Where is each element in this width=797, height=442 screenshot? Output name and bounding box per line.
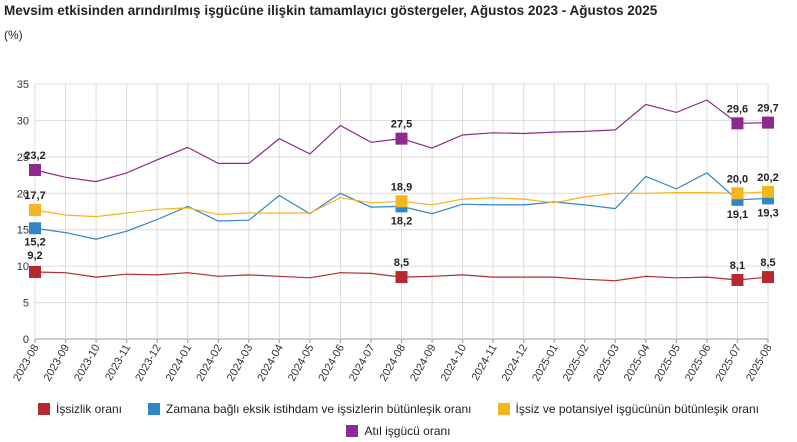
y-tick-label: 25 [17,152,29,164]
x-tick-label: 2025-05 [652,343,683,384]
y-tick-label: 0 [23,334,29,346]
data-marker [395,132,408,145]
data-marker [762,185,774,198]
data-marker [29,204,41,217]
data-label: 29,7 [757,103,778,115]
x-tick-label: 2024-04 [255,343,286,384]
legend-swatch [38,403,50,415]
legend-label: Atıl işgücü oranı [364,424,451,438]
data-label: 18,9 [391,181,412,193]
x-tick-label: 2024-06 [316,343,347,384]
x-tick-label: 2025-07 [713,343,744,384]
y-tick-label: 35 [17,79,29,91]
legend-label: İşsizlik oranı [56,402,123,416]
legend-item[interactable]: İşsizlik oranı [38,402,122,416]
legend-item[interactable]: İşsiz ve potansiyel işgücünün bütünleşik… [497,402,759,416]
data-marker [731,117,744,130]
x-tick-label: 2024-11 [470,343,500,383]
legend-swatch [497,403,510,415]
legend-item[interactable]: Zamana bağlı eksik istihdam ve işsizleri… [148,402,472,416]
data-marker [762,271,774,284]
x-tick-label: 2025-03 [591,343,622,384]
y-tick-label: 5 [23,298,29,310]
x-tick-label: 2024-03 [225,343,256,384]
legend-label: İşsiz ve potansiyel işgücünün bütünleşik… [515,402,759,416]
x-tick-label: 2025-06 [683,343,714,384]
data-label: 20,2 [757,172,778,184]
x-tick-label: 2024-08 [378,343,409,384]
y-tick-label: 10 [17,261,29,273]
data-label: 19,1 [727,209,748,221]
x-tick-label: 2023-12 [133,343,164,384]
data-label: 20,0 [727,173,748,185]
x-tick-label: 2023-08 [11,343,42,384]
data-label: 8,5 [394,257,409,269]
x-tick-label: 2024-05 [286,343,317,384]
data-label: 29,6 [727,103,748,115]
chart-title: Mevsim etkisinden arındırılmış işgücüne … [4,3,658,18]
y-tick-label: 15 [17,225,29,237]
data-label: 19,3 [757,207,778,219]
data-marker [29,163,41,176]
y-tick-label: 30 [17,115,29,127]
x-tick-label: 2024-09 [408,343,439,384]
legend: İşsizlik oranı Zamana bağlı eksik istihda… [0,398,797,442]
x-tick-label: 2025-01 [530,343,561,384]
x-tick-label: 2024-01 [164,343,195,384]
x-tick-label: 2025-04 [622,343,653,384]
x-tick-label: 2025-02 [561,343,592,384]
x-tick-label: 2025-08 [744,343,775,384]
x-tick-label: 2023-11 [103,343,133,383]
legend-swatch [346,425,359,437]
data-marker [731,187,744,200]
unit-label: (%) [4,28,23,42]
x-tick-label: 2024-12 [500,343,531,384]
data-label: 17,7 [24,190,45,202]
data-label: 8,1 [730,260,745,272]
data-marker [29,265,41,278]
legend-item[interactable]: Atıl işgücü oranı [346,424,451,438]
legend-swatch [148,403,161,415]
data-label: 9,2 [27,250,42,262]
data-marker [395,195,408,208]
x-tick-label: 2024-07 [347,343,378,384]
data-label: 8,5 [760,257,775,269]
x-tick-label: 2024-10 [439,343,470,384]
data-label: 27,5 [391,119,412,131]
x-tick-label: 2024-02 [194,343,225,384]
data-marker [762,116,774,129]
data-label: 23,2 [24,150,45,162]
data-label: 18,2 [391,215,412,227]
x-tick-label: 2023-10 [72,343,103,384]
y-tick-label: 20 [17,188,29,200]
x-tick-label: 2023-09 [42,343,73,384]
data-marker [731,273,744,286]
legend-label: Zamana bağlı eksik istihdam ve işsizleri… [166,402,472,416]
data-label: 15,2 [24,236,45,248]
data-marker [29,222,41,235]
data-marker [395,271,408,284]
